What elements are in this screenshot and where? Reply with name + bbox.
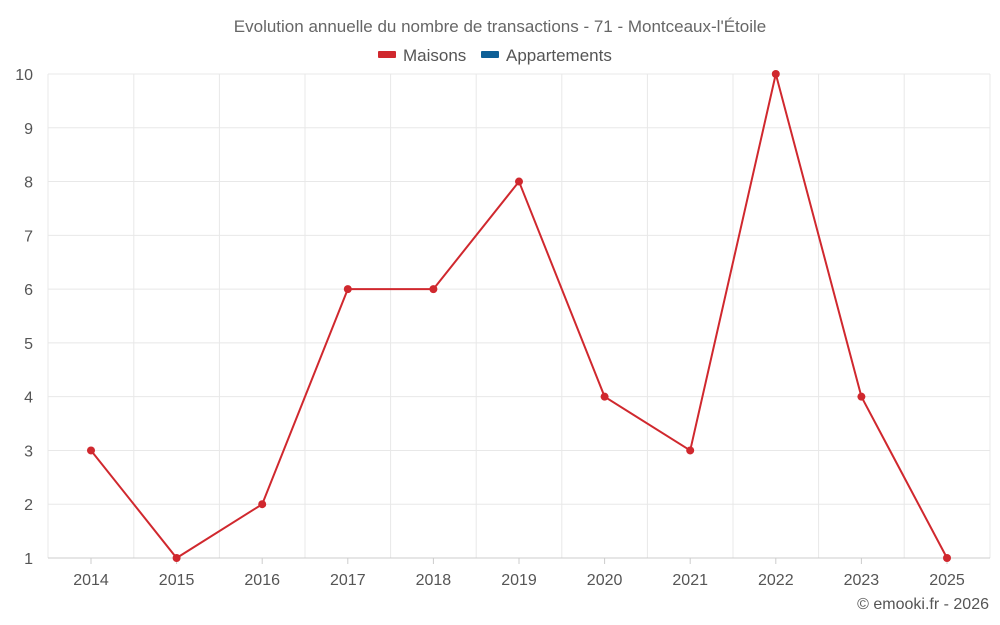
legend[interactable]: Maisons Appartements: [378, 46, 612, 65]
data-point[interactable]: [429, 285, 438, 294]
x-tick-label: 2016: [244, 572, 280, 589]
x-tick-label: 2017: [330, 572, 366, 589]
y-tick-label: 3: [24, 443, 33, 460]
legend-label-appartements: Appartements: [506, 46, 612, 65]
legend-label-maisons: Maisons: [403, 46, 466, 65]
x-tick-label: 2019: [501, 572, 537, 589]
y-tick-label: 2: [24, 497, 33, 514]
chart-title: Evolution annuelle du nombre de transact…: [234, 17, 766, 36]
y-axis: 1 2 3 4 5 6 7 8 9 10: [15, 67, 33, 568]
data-point[interactable]: [258, 500, 267, 509]
x-tick-label: 2018: [416, 572, 452, 589]
legend-swatch-appartements: [481, 51, 499, 58]
data-point[interactable]: [943, 554, 951, 562]
data-point[interactable]: [343, 285, 352, 294]
y-tick-label: 6: [24, 282, 33, 299]
data-point[interactable]: [686, 446, 695, 455]
data-point[interactable]: [857, 392, 866, 401]
data-point[interactable]: [172, 554, 181, 562]
y-tick-label: 10: [15, 67, 33, 84]
series-maisons: [87, 70, 951, 562]
grid: [47, 73, 991, 558]
x-tick-label: 2015: [159, 572, 195, 589]
y-tick-label: 4: [24, 390, 33, 407]
legend-swatch-maisons: [378, 51, 396, 58]
x-tick-label: 2014: [73, 572, 109, 589]
x-tick-label: 2022: [758, 572, 794, 589]
legend-item-appartements[interactable]: Appartements: [481, 46, 612, 65]
y-tick-label: 7: [24, 228, 33, 245]
data-point[interactable]: [771, 70, 780, 78]
y-tick-label: 1: [24, 551, 33, 568]
credit: © emooki.fr - 2026: [857, 596, 989, 613]
y-tick-label: 8: [24, 175, 33, 192]
x-tick-label: 2020: [587, 572, 623, 589]
x-tick-label: 2021: [672, 572, 708, 589]
x-tick-label: 2023: [844, 572, 880, 589]
x-axis: 2014 2015 2016 2017 2018 2019 2020 2021 2022 2023…: [73, 558, 965, 589]
legend-item-maisons[interactable]: Maisons: [378, 46, 466, 65]
x-tick-label: 2025: [929, 572, 965, 589]
data-point[interactable]: [600, 392, 609, 401]
data-point[interactable]: [87, 446, 95, 455]
data-point[interactable]: [515, 177, 523, 186]
y-tick-label: 9: [24, 121, 33, 138]
y-tick-label: 5: [24, 336, 33, 353]
